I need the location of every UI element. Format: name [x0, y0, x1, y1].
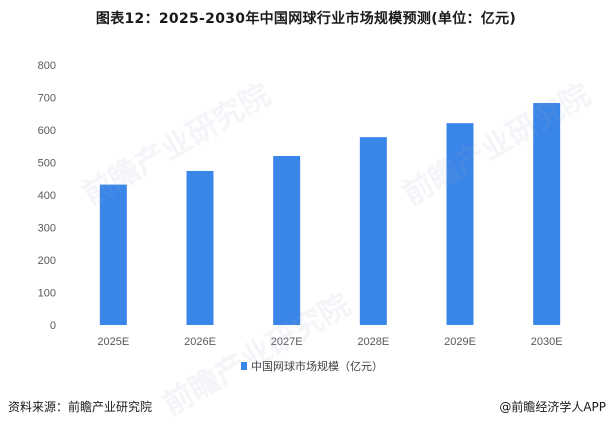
y-tick-label: 100	[38, 288, 56, 300]
y-tick-label: 200	[38, 255, 56, 267]
y-tick-label: 600	[38, 125, 56, 137]
x-tick-label: 2028E	[357, 336, 389, 348]
bar-2029E	[446, 123, 474, 325]
x-tick-label: 2025E	[97, 336, 129, 348]
chart-title: 图表12：2025-2030年中国网球行业市场规模预测(单位：亿元)	[95, 11, 517, 27]
x-tick-label: 2027E	[271, 336, 303, 348]
y-tick-label: 700	[38, 93, 56, 105]
y-tick-label: 800	[38, 60, 56, 72]
x-tick-label: 2030E	[531, 336, 563, 348]
legend-label: 中国网球市场规模（亿元）	[251, 359, 383, 373]
bar-2026E	[186, 170, 214, 325]
y-tick-label: 500	[38, 158, 56, 170]
bar-2030E	[533, 103, 561, 326]
bar-2027E	[273, 156, 301, 325]
legend-swatch	[241, 362, 247, 370]
y-tick-label: 300	[38, 223, 56, 235]
x-tick-label: 2029E	[444, 336, 476, 348]
bar-2028E	[359, 137, 387, 325]
source-note: 资料来源：前瞻产业研究院	[8, 400, 153, 414]
credit-note: @前瞻经济学人APP	[499, 400, 606, 414]
x-tick-label: 2026E	[184, 336, 216, 348]
y-tick-label: 0	[50, 320, 56, 332]
y-tick-label: 400	[38, 190, 56, 202]
bar-2025E	[99, 184, 127, 325]
